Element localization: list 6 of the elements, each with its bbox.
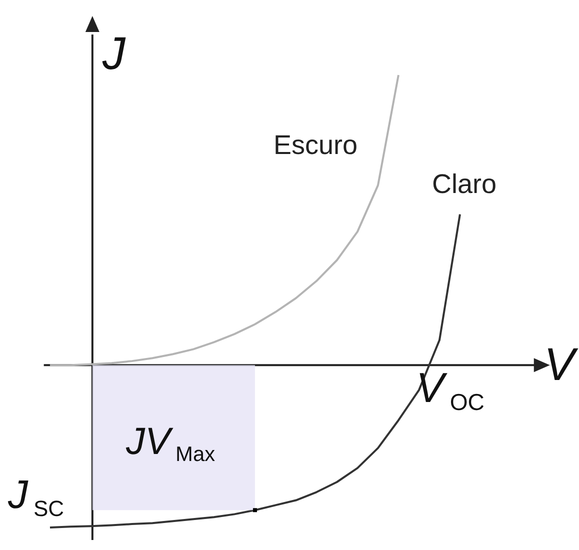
- series-label: Escuro: [273, 130, 358, 162]
- annotation: V$_{OC}$: [416, 364, 484, 416]
- series-label: Claro: [432, 169, 496, 200]
- annotation: J$_{SC}$: [8, 473, 64, 521]
- y-axis-title: J: [102, 27, 126, 79]
- annotation: JV$_{Max}$: [126, 421, 216, 466]
